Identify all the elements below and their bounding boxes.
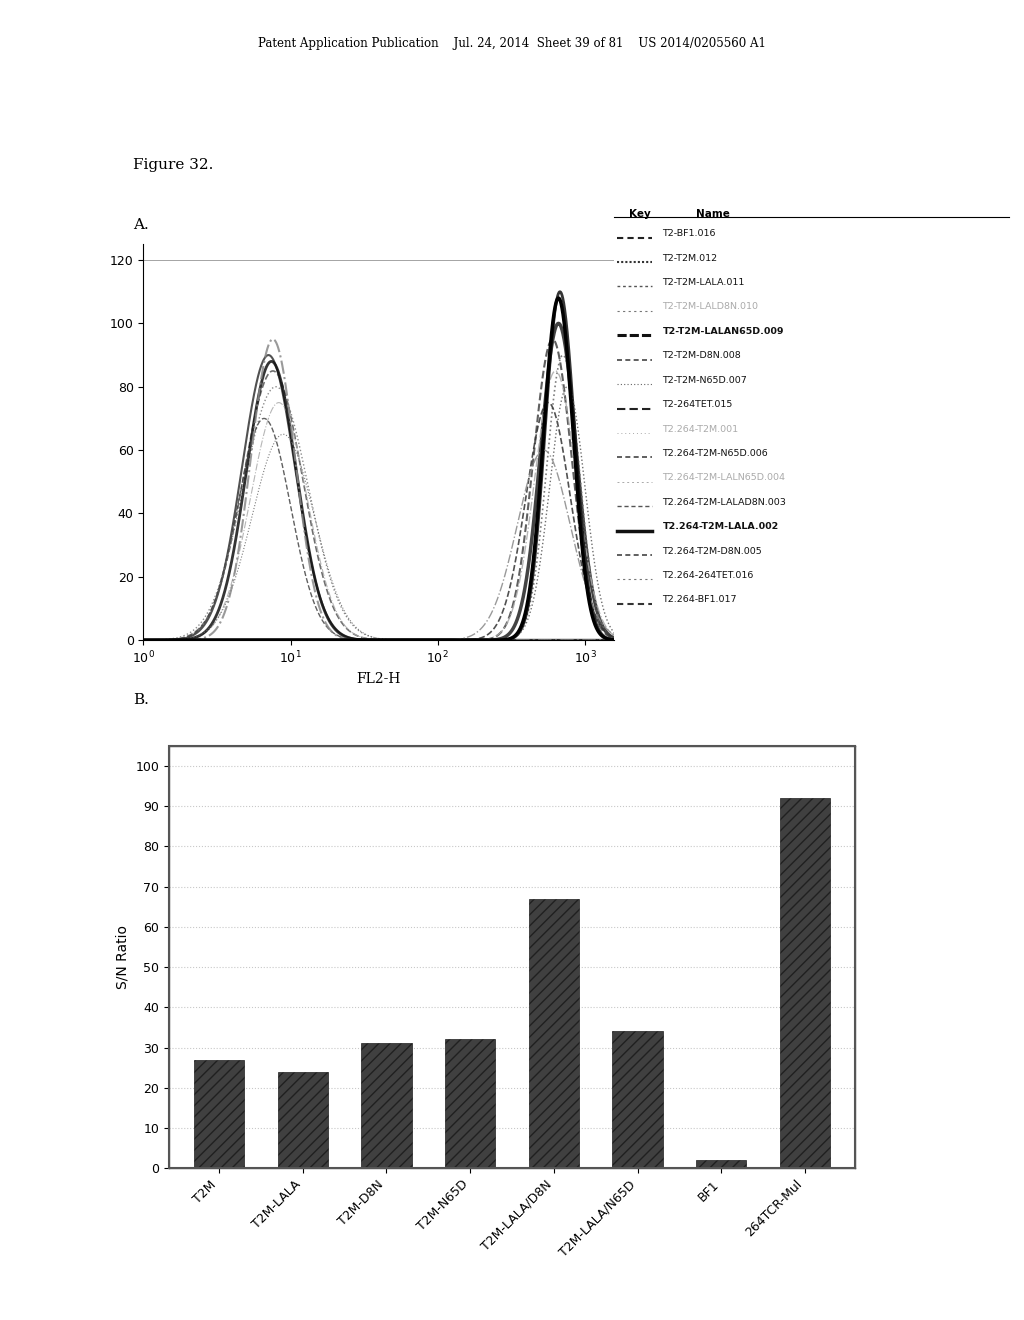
Text: T2-264TET.015: T2-264TET.015 xyxy=(663,400,733,409)
Text: B.: B. xyxy=(133,693,150,708)
Text: T2.264-T2M.001: T2.264-T2M.001 xyxy=(663,425,738,433)
Text: T2.264-T2M-D8N.005: T2.264-T2M-D8N.005 xyxy=(663,546,762,556)
Text: T2-T2M-LALAN65D.009: T2-T2M-LALAN65D.009 xyxy=(663,327,784,335)
Text: T2.264-BF1.017: T2.264-BF1.017 xyxy=(663,595,737,605)
Text: T2-T2M.012: T2-T2M.012 xyxy=(663,253,718,263)
Bar xyxy=(445,1039,496,1168)
Bar xyxy=(278,1072,328,1168)
Bar xyxy=(361,1044,412,1168)
Bar xyxy=(195,1060,245,1168)
Text: Name: Name xyxy=(696,209,730,219)
Bar xyxy=(696,1160,746,1168)
Text: T2-BF1.016: T2-BF1.016 xyxy=(663,230,716,238)
X-axis label: FL2-H: FL2-H xyxy=(356,672,401,686)
Text: T2-T2M-LALA.011: T2-T2M-LALA.011 xyxy=(663,279,744,286)
Text: T2-T2M-LALD8N.010: T2-T2M-LALD8N.010 xyxy=(663,302,759,312)
Text: T2.264-T2M-N65D.006: T2.264-T2M-N65D.006 xyxy=(663,449,768,458)
Text: T2.264-T2M-LALN65D.004: T2.264-T2M-LALN65D.004 xyxy=(663,474,785,482)
Text: A.: A. xyxy=(133,218,148,232)
Bar xyxy=(612,1031,663,1168)
Text: Key: Key xyxy=(629,209,651,219)
Text: Patent Application Publication    Jul. 24, 2014  Sheet 39 of 81    US 2014/02055: Patent Application Publication Jul. 24, … xyxy=(258,37,766,50)
Text: T2.264-T2M-LALAD8N.003: T2.264-T2M-LALAD8N.003 xyxy=(663,498,786,507)
Bar xyxy=(169,746,855,1168)
Text: T2.264-T2M-LALA.002: T2.264-T2M-LALA.002 xyxy=(663,523,779,531)
Text: T2-T2M-D8N.008: T2-T2M-D8N.008 xyxy=(663,351,741,360)
Y-axis label: S/N Ratio: S/N Ratio xyxy=(116,925,130,989)
Text: T2-T2M-N65D.007: T2-T2M-N65D.007 xyxy=(663,376,748,384)
Text: Figure 32.: Figure 32. xyxy=(133,158,213,173)
Bar xyxy=(779,799,829,1168)
Bar xyxy=(528,899,579,1168)
Text: T2.264-264TET.016: T2.264-264TET.016 xyxy=(663,572,754,579)
